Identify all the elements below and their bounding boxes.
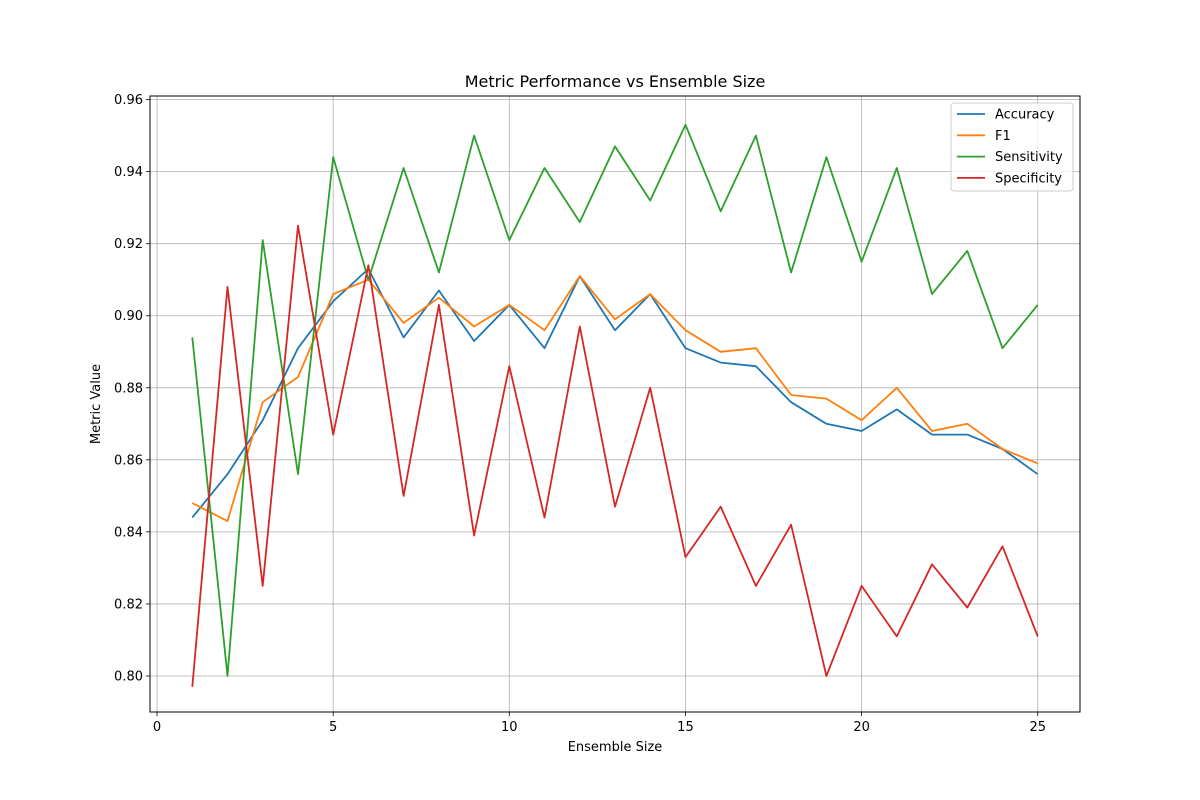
legend-label: Accuracy xyxy=(995,108,1055,123)
plot-frame xyxy=(149,95,1081,713)
series-lines xyxy=(191,123,1039,687)
legend-box xyxy=(950,102,1074,192)
chart-title: Metric Performance vs Ensemble Size xyxy=(465,72,766,91)
legend-label: Specificity xyxy=(995,171,1062,186)
y-tick-label: 0.90 xyxy=(114,309,143,324)
y-tick-label: 0.92 xyxy=(114,237,143,252)
y-tick-label: 0.84 xyxy=(114,525,143,540)
y-tick-label: 0.86 xyxy=(114,453,143,468)
x-tick-label: 5 xyxy=(329,720,337,735)
y-tick-label: 0.88 xyxy=(114,381,143,396)
y-tick-label: 0.96 xyxy=(114,93,143,108)
legend-label: F1 xyxy=(995,129,1011,144)
x-tick-label: 25 xyxy=(1029,720,1046,735)
y-axis-ticks: 0.80 0.82 0.84 0.86 0.88 0.90 0.92 0.94 0.96 xyxy=(114,93,150,684)
legend-label: Sensitivity xyxy=(995,150,1063,165)
x-tick-label: 10 xyxy=(501,720,518,735)
x-axis-label: Ensemble Size xyxy=(568,740,663,755)
x-tick-label: 15 xyxy=(677,720,694,735)
series-line-specificity xyxy=(191,224,1039,687)
x-tick-label: 20 xyxy=(853,720,870,735)
series-line-sensitivity xyxy=(191,123,1039,677)
grid-lines xyxy=(150,96,1080,712)
series-line-accuracy xyxy=(191,267,1039,519)
legend: Accuracy F1 Sensitivity Specificity xyxy=(950,102,1074,192)
y-tick-label: 0.94 xyxy=(114,165,143,180)
x-tick-label: 0 xyxy=(153,720,161,735)
x-axis-ticks: 0 5 10 15 20 25 xyxy=(153,712,1046,735)
series-line-f1 xyxy=(191,275,1039,522)
y-tick-label: 0.80 xyxy=(114,669,143,684)
y-axis-label: Metric Value xyxy=(89,364,104,444)
y-tick-label: 0.82 xyxy=(114,597,143,612)
